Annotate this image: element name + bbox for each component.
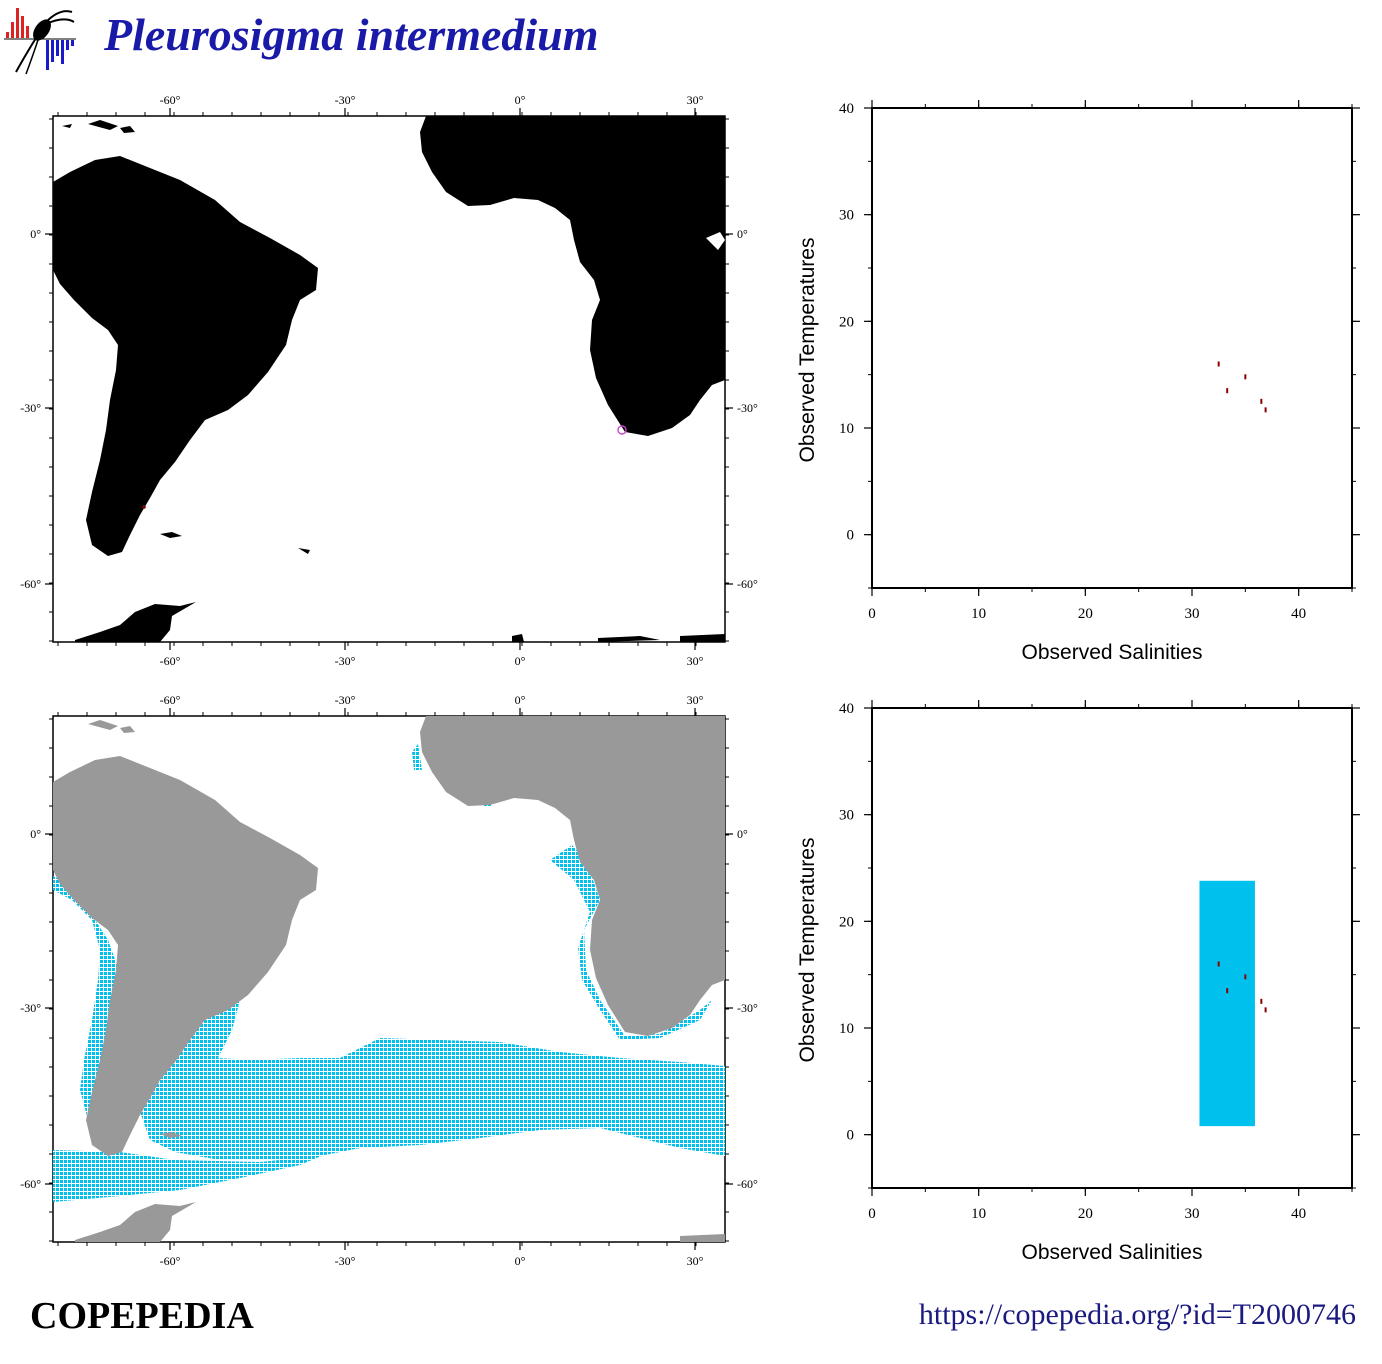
ts1-data-point bbox=[1226, 388, 1229, 394]
logo-red-bars bbox=[6, 8, 29, 38]
ts2-ytick-label: 40 bbox=[839, 701, 854, 717]
map1-lon-label-bottom: 30° bbox=[687, 654, 704, 668]
ts2-ylabel: Observed Temperatures bbox=[796, 838, 819, 1063]
ts2-ytick-label: 20 bbox=[839, 914, 854, 930]
ts1-xlabel: Observed Salinities bbox=[1022, 641, 1203, 664]
ts1-xtick-label: 20 bbox=[1078, 606, 1093, 622]
ts1-data-point bbox=[1217, 361, 1220, 367]
map2-lon-label-top: 30° bbox=[687, 693, 704, 707]
ts1-xtick-label: 0 bbox=[868, 606, 876, 622]
map1-lat-label-right: -30° bbox=[737, 401, 758, 415]
ts1-xtick-label: 10 bbox=[971, 606, 986, 622]
footer-brand: COPEPEDIA bbox=[30, 1295, 254, 1337]
map1-lat-label-left: -60° bbox=[20, 577, 41, 591]
map2-lon-label-top: -30° bbox=[335, 693, 356, 707]
map1-lon-label-top: -60° bbox=[160, 93, 181, 107]
map2-lon-label-top: 0° bbox=[515, 693, 526, 707]
copepod-silhouette bbox=[15, 10, 75, 75]
ts2-xtick-label: 40 bbox=[1291, 1206, 1306, 1222]
page-title: Pleurosigma intermedium bbox=[104, 9, 599, 60]
ts2-xtick-label: 0 bbox=[868, 1206, 876, 1222]
map1-lat-label-right: 0° bbox=[737, 227, 748, 241]
map1-lon-label-top: 30° bbox=[687, 93, 704, 107]
ts2-data-point bbox=[1217, 961, 1220, 967]
ts2-xtick-label: 30 bbox=[1185, 1206, 1200, 1222]
map2-lat-label-left: 0° bbox=[30, 827, 41, 841]
habitat-region bbox=[53, 744, 725, 1202]
ts2-xlabel: Observed Salinities bbox=[1022, 1241, 1203, 1264]
ts2-xtick-label: 20 bbox=[1078, 1206, 1093, 1222]
map2-lon-label-bottom: -30° bbox=[335, 1254, 356, 1268]
ts2-frame bbox=[871, 707, 1353, 1189]
ts1-ytick-label: 10 bbox=[839, 421, 854, 437]
observation-circle bbox=[617, 425, 627, 435]
ts1-ylabel: Observed Temperatures bbox=[796, 238, 819, 463]
map2-lat-label-left: -60° bbox=[20, 1177, 41, 1191]
map2-lat-label-left: -30° bbox=[20, 1001, 41, 1015]
ts1-xtick-label: 40 bbox=[1291, 606, 1306, 622]
map2-lat-label-right: -30° bbox=[737, 1001, 758, 1015]
map2-lat-label-right: -60° bbox=[737, 1177, 758, 1191]
land-masses bbox=[53, 716, 725, 1242]
habitat-map: -60° -60° -30° -30° 0° 0° 30° 30° 0° 0° -30° -30° -6… bbox=[20, 693, 758, 1268]
ts1-ytick-label: 20 bbox=[839, 314, 854, 330]
ts1-ytick-label: 0 bbox=[847, 528, 855, 544]
ts2-ytick-label: 30 bbox=[839, 808, 854, 824]
map2-lon-label-bottom: 30° bbox=[687, 1254, 704, 1268]
map1-lon-label-bottom: -30° bbox=[335, 654, 356, 668]
ts2-data-point bbox=[1226, 988, 1229, 994]
map2-lon-label-top: -60° bbox=[160, 693, 181, 707]
ts2-data-point bbox=[1260, 998, 1263, 1004]
footer-url-link[interactable]: https://copepedia.org/?id=T2000746 bbox=[918, 1298, 1356, 1331]
ts1-xtick-label: 30 bbox=[1185, 606, 1200, 622]
map1-lon-label-bottom: -60° bbox=[160, 654, 181, 668]
ts1-frame bbox=[871, 107, 1353, 589]
ts1-data-point bbox=[1260, 398, 1263, 404]
copepedia-logo bbox=[4, 8, 76, 75]
ts2-habitat-range bbox=[1199, 880, 1255, 1127]
ts-plot-observations: Observed Temperatures Observed Salinitie… bbox=[796, 100, 1360, 664]
ts1-data-point bbox=[1264, 407, 1267, 413]
map1-lat-label-right: -60° bbox=[737, 577, 758, 591]
ts2-ytick-label: 0 bbox=[847, 1128, 855, 1144]
map1-lat-label-left: -30° bbox=[20, 401, 41, 415]
map1-lon-label-top: 0° bbox=[515, 93, 526, 107]
ts2-xtick-label: 10 bbox=[971, 1206, 986, 1222]
ts2-data-point bbox=[1244, 974, 1247, 980]
observation-map: -60° -60° -30° -30° 0° 0° 30° 30° 0° 0° -30° -30° -6… bbox=[20, 93, 758, 668]
ts1-ytick-label: 40 bbox=[839, 101, 854, 117]
land-masses bbox=[53, 116, 725, 642]
observation-point bbox=[142, 505, 146, 509]
map2-lon-label-bottom: 0° bbox=[515, 1254, 526, 1268]
map1-lon-label-bottom: 0° bbox=[515, 654, 526, 668]
map2-lon-label-bottom: -60° bbox=[160, 1254, 181, 1268]
ts1-ytick-label: 30 bbox=[839, 208, 854, 224]
map1-lon-label-top: -30° bbox=[335, 93, 356, 107]
ts2-data-point bbox=[1264, 1007, 1267, 1013]
ts1-data-point bbox=[1244, 374, 1247, 380]
logo-blue-bars bbox=[46, 40, 74, 70]
map1-lat-label-left: 0° bbox=[30, 227, 41, 241]
map2-lat-label-right: 0° bbox=[737, 827, 748, 841]
ts2-ytick-label: 10 bbox=[839, 1021, 854, 1037]
ts-plot-habitat: Observed Temperatures Observed Salinitie… bbox=[796, 700, 1360, 1264]
